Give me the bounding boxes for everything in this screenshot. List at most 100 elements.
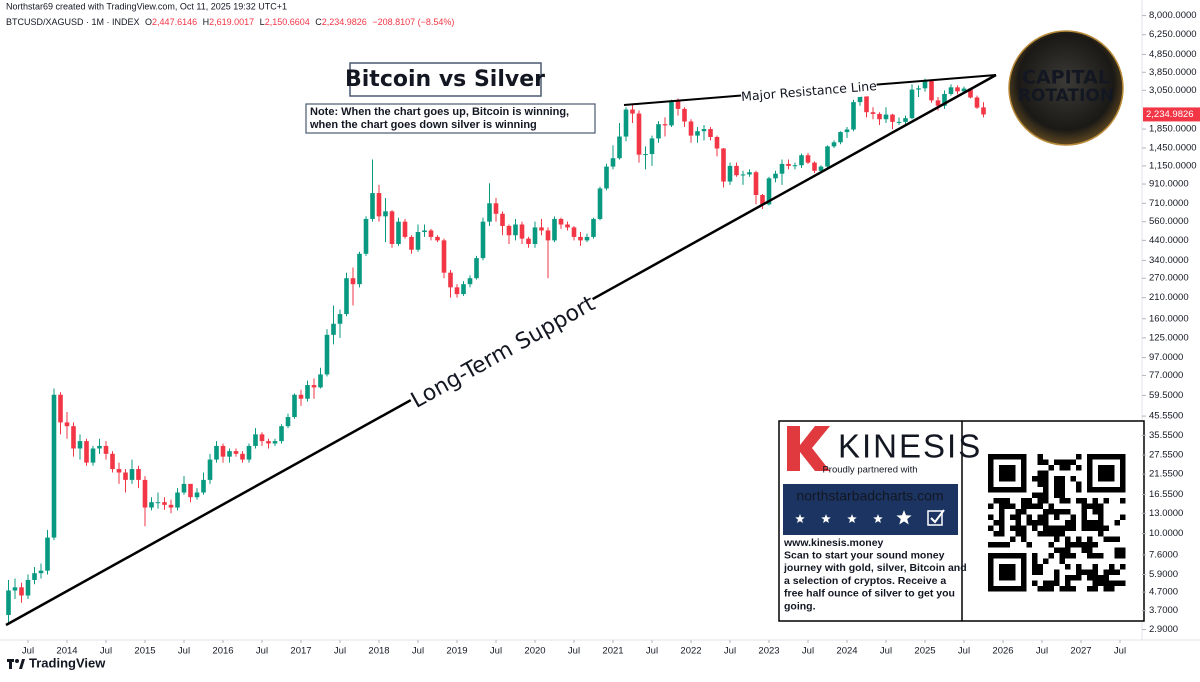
- candle-body: [890, 114, 895, 122]
- candle-body: [753, 172, 759, 196]
- candle-body: [227, 451, 232, 457]
- y-tick-label: 440.0000: [1149, 235, 1189, 246]
- y-tick-label: 710.0000: [1149, 198, 1189, 209]
- ohlc-key: L: [260, 17, 265, 27]
- candle-body: [578, 236, 583, 241]
- candle-body: [389, 211, 395, 244]
- candle-body: [285, 417, 291, 427]
- title: Bitcoin vs Silver: [345, 67, 545, 92]
- candle-body: [838, 132, 843, 143]
- y-tick-label: 5.9000: [1149, 569, 1178, 580]
- ohlc-value: 2,447.6146: [152, 17, 197, 27]
- ad-line: www.kinesis.money: [783, 537, 884, 549]
- stars: [795, 509, 945, 526]
- x-tick-label: 2024: [836, 646, 857, 657]
- candle-body: [571, 227, 577, 237]
- x-tick-label: Jul: [178, 646, 190, 657]
- candle-body: [864, 96, 869, 113]
- x-tick-label: 2018: [368, 646, 389, 657]
- y-tick-label: 21.5500: [1149, 469, 1183, 480]
- candle-body: [467, 278, 473, 285]
- y-tick-label: 16.5500: [1149, 489, 1183, 500]
- candle-body: [851, 102, 856, 130]
- candle-body: [857, 96, 863, 103]
- candle-body: [948, 87, 954, 94]
- candle-body: [558, 218, 564, 225]
- ohlc-value: 2,150.6604: [265, 17, 310, 27]
- y-tick-label: 77.0000: [1149, 370, 1183, 381]
- candle-body: [526, 238, 531, 244]
- star: [821, 514, 831, 523]
- candle-body: [981, 107, 986, 115]
- kinesis-mark: [787, 426, 830, 471]
- candle-body: [331, 323, 336, 335]
- candle-body: [97, 445, 102, 449]
- candle-body: [734, 165, 739, 176]
- candle-body: [552, 218, 557, 241]
- candle-body: [77, 441, 83, 449]
- candle-body: [311, 385, 317, 388]
- ad-line: a selection of cryptos. Receive a: [784, 575, 946, 587]
- x-tick-label: 2015: [134, 646, 155, 657]
- y-tick-label: 1,150.0000: [1149, 160, 1197, 171]
- candle-body: [259, 434, 265, 442]
- x-tick-label: 2019: [446, 646, 467, 657]
- candle-body: [428, 230, 434, 237]
- candle-body: [305, 385, 310, 399]
- candle-body: [344, 278, 349, 315]
- y-tick-label: 560.0000: [1149, 216, 1189, 227]
- candle-body: [207, 459, 213, 480]
- candle-body: [363, 218, 369, 254]
- title-box: [349, 62, 542, 97]
- x-tick-label: 2026: [992, 646, 1013, 657]
- candle-body: [916, 88, 921, 90]
- candle-body: [825, 146, 830, 167]
- candle-body: [909, 89, 915, 119]
- candle-body: [922, 80, 928, 89]
- candle-body: [51, 394, 57, 538]
- candle-body: [870, 112, 876, 114]
- logo-text: CAPITAL: [1022, 67, 1110, 89]
- star: [847, 514, 857, 523]
- logo-shape: [15, 659, 19, 663]
- candle-body: [32, 573, 37, 580]
- candle-body: [656, 124, 661, 139]
- x-tick-label: Jul: [724, 646, 736, 657]
- author-line: Northstar69 created with TradingView.com…: [6, 1, 287, 11]
- candle-body: [818, 166, 824, 171]
- candle-body: [610, 158, 616, 167]
- candle-body: [799, 155, 804, 166]
- candle-body: [71, 426, 76, 449]
- y-tick-label: 2.9000: [1149, 624, 1178, 635]
- candle-body: [162, 502, 167, 505]
- candle-body: [662, 124, 668, 126]
- candle-body: [409, 236, 414, 250]
- x-tick-label: Jul: [568, 646, 580, 657]
- y-tick-label: 4.7000: [1149, 587, 1178, 598]
- y-tick-label: 35.5500: [1149, 430, 1183, 441]
- ad-line: free half ounce of silver to get you: [784, 588, 955, 600]
- candle-body: [701, 129, 707, 132]
- candle-body: [506, 225, 512, 236]
- ad-line: Scan to start your sound money: [784, 549, 945, 561]
- support-label-group: Long-Term Support: [405, 290, 601, 414]
- candle-body: [792, 165, 798, 167]
- candle-body: [955, 87, 960, 92]
- ohlc-value: 2,234.9826: [322, 17, 367, 27]
- check-box: [927, 510, 943, 526]
- y-tick-label: 4,850.0000: [1149, 49, 1197, 60]
- candle-body: [448, 272, 453, 288]
- resistance-label-group: Major Resistance Line: [740, 77, 878, 107]
- x-tick-label: 2016: [212, 646, 233, 657]
- candle-body: [136, 469, 141, 480]
- x-tick-label: Jul: [1114, 646, 1126, 657]
- ad-line: going.: [784, 600, 816, 612]
- x-tick-label: Jul: [958, 646, 970, 657]
- ad-partner: Proudly partnered with: [822, 465, 917, 476]
- candle-body: [422, 230, 427, 233]
- logo-shape: [9, 659, 12, 669]
- candle-body: [584, 236, 590, 241]
- x-tick-label: Jul: [256, 646, 268, 657]
- candle-body: [513, 224, 518, 236]
